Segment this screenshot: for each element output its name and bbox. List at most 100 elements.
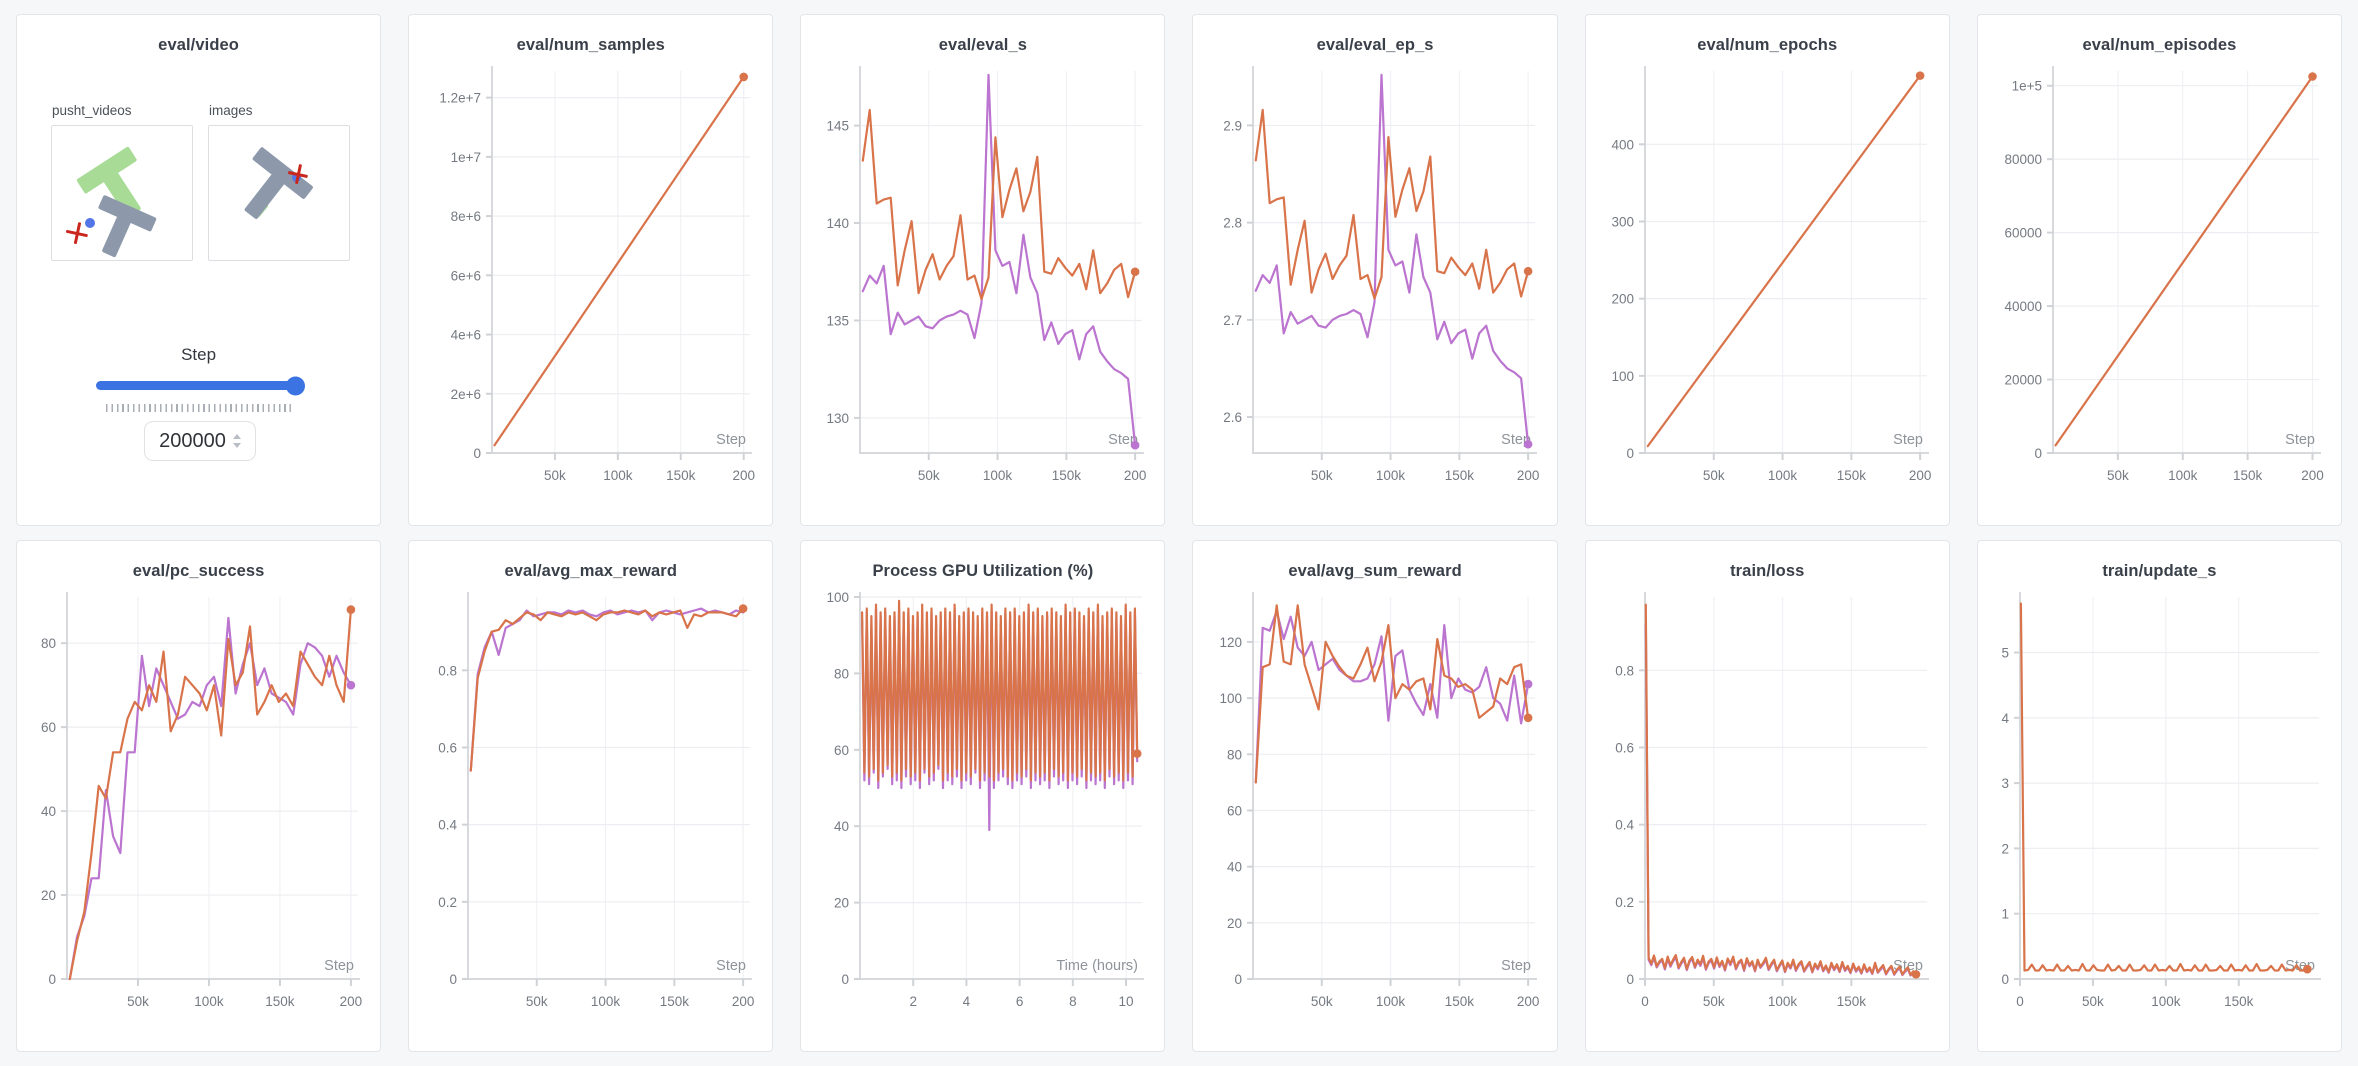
svg-text:150k: 150k	[1052, 468, 1082, 483]
svg-text:0: 0	[49, 972, 57, 987]
svg-text:135: 135	[827, 313, 850, 328]
svg-text:0: 0	[1626, 446, 1634, 461]
panel-eval-num-epochs: eval/num_epochs 0 100 200 300 400 50k 100k 150k…	[1584, 14, 1950, 526]
svg-text:Step: Step	[1109, 432, 1139, 448]
svg-text:60000: 60000	[2004, 226, 2042, 241]
svg-text:50k: 50k	[918, 468, 940, 483]
panel-eval-pc-success: eval/pc_success 0 20 40 60 80 50k 100k 150k 200 S…	[16, 540, 382, 1052]
svg-text:40: 40	[834, 819, 849, 834]
panel-eval-eval-ep-s: eval/eval_ep_s 2.6 2.7 2.8 2.9 50k 100k 150k 20…	[1192, 14, 1558, 526]
panel-process-gpu-utilization: Process GPU Utilization (%) 0 20 40 60 80 100…	[800, 540, 1166, 1052]
svg-text:Time (hours): Time (hours)	[1057, 958, 1139, 974]
step-value: 200000	[159, 429, 226, 452]
svg-text:Step: Step	[1501, 432, 1531, 448]
svg-text:300: 300	[1611, 214, 1634, 229]
svg-text:100k: 100k	[1375, 994, 1405, 1009]
svg-text:20: 20	[41, 888, 56, 903]
svg-text:0: 0	[2001, 972, 2009, 987]
chart-title: eval/avg_sum_reward	[1288, 562, 1462, 580]
chart-canvas-gpu-utilization[interactable]: 0 20 40 60 80 100 2 4 6 8 10 Time (hours)	[811, 583, 1154, 1023]
svg-text:100: 100	[1219, 691, 1242, 706]
svg-text:40000: 40000	[2004, 299, 2042, 314]
svg-text:3: 3	[2001, 776, 2009, 791]
svg-text:60: 60	[1227, 803, 1242, 818]
panel-eval-eval-s: eval/eval_s 130 135 140 145 50k 100k 150k 200 St…	[800, 14, 1166, 526]
step-slider-ticks	[106, 404, 291, 412]
svg-text:150k: 150k	[265, 994, 295, 1009]
svg-text:2.9: 2.9	[1223, 118, 1242, 133]
chart-canvas-eval-avg-max-reward[interactable]: 0 0.2 0.4 0.6 0.8 50k 100k 150k 200 Step	[419, 583, 762, 1023]
pusht-video-thumbnail[interactable]	[51, 125, 193, 261]
svg-text:1.2e+7: 1.2e+7	[440, 91, 482, 106]
svg-text:Step: Step	[716, 958, 746, 974]
svg-text:2: 2	[2001, 841, 2009, 856]
svg-text:50k: 50k	[1703, 994, 1725, 1009]
svg-text:50k: 50k	[1310, 468, 1332, 483]
svg-text:150k: 150k	[2224, 994, 2254, 1009]
svg-text:130: 130	[827, 411, 850, 426]
svg-text:60: 60	[834, 743, 849, 758]
svg-text:150k: 150k	[660, 994, 690, 1009]
svg-text:0.2: 0.2	[1615, 895, 1634, 910]
svg-text:20: 20	[834, 896, 849, 911]
media-label-pusht-videos: pusht_videos	[52, 103, 132, 118]
chart-canvas-eval-num-samples[interactable]: 0 2e+6 4e+6 6e+6 8e+6 1e+7 1.2e+7 50k 100k 150k 20…	[419, 57, 762, 497]
svg-text:400: 400	[1611, 137, 1634, 152]
chart-canvas-eval-num-episodes[interactable]: 0 20000 40000 60000 80000 1e+5 50k 100k 150k 200 S…	[1988, 57, 2331, 497]
chart-canvas-eval-num-epochs[interactable]: 0 100 200 300 400 50k 100k 150k 200 Step	[1596, 57, 1939, 497]
chart-canvas-eval-pc-success[interactable]: 0 20 40 60 80 50k 100k 150k 200 Step	[27, 583, 370, 1023]
svg-text:0: 0	[842, 972, 850, 987]
svg-text:0.4: 0.4	[438, 818, 457, 833]
panel-eval-avg-max-reward: eval/avg_max_reward 0 0.2 0.4 0.6 0.8 50k 100k…	[408, 540, 774, 1052]
panel-eval-num-samples: eval/num_samples 0 2e+6 4e+6 6e+6 8e+6 1e+7 1.…	[408, 14, 774, 526]
agent-dot	[85, 218, 95, 228]
chart-title: eval/num_epochs	[1697, 36, 1838, 54]
svg-text:0: 0	[1641, 994, 1649, 1009]
svg-text:0.2: 0.2	[438, 895, 457, 910]
svg-text:50k: 50k	[2082, 994, 2104, 1009]
svg-text:200: 200	[1516, 468, 1539, 483]
chart-canvas-eval-eval-s[interactable]: 130 135 140 145 50k 100k 150k 200 Step	[811, 57, 1154, 497]
svg-text:0.8: 0.8	[1615, 663, 1634, 678]
step-value-input[interactable]: 200000	[144, 421, 256, 461]
step-slider-thumb[interactable]	[286, 376, 305, 395]
svg-text:Step: Step	[1501, 958, 1531, 974]
svg-text:150k: 150k	[1444, 468, 1474, 483]
svg-text:0: 0	[2034, 446, 2042, 461]
svg-text:1e+7: 1e+7	[451, 150, 481, 165]
chevron-up-icon[interactable]	[232, 434, 241, 439]
panel-train-loss: train/loss 0 0.2 0.4 0.6 0.8 0 50k 100k 150k Step	[1584, 540, 1950, 1052]
svg-text:6e+6: 6e+6	[451, 268, 481, 283]
panel-eval-video: eval/video pusht_videos images	[16, 14, 382, 526]
chevron-down-icon[interactable]	[232, 443, 241, 448]
svg-text:200: 200	[1611, 292, 1634, 307]
svg-text:50k: 50k	[127, 994, 149, 1009]
svg-text:50k: 50k	[1703, 468, 1725, 483]
images-thumbnail[interactable]	[208, 125, 350, 261]
panel-title: eval/video	[158, 36, 239, 54]
svg-text:10: 10	[1119, 994, 1134, 1009]
svg-text:8: 8	[1069, 994, 1077, 1009]
svg-text:150k: 150k	[2233, 468, 2263, 483]
chart-canvas-eval-avg-sum-reward[interactable]: 0 20 40 60 80 100 120 50k 100k 150k 200 Step	[1204, 583, 1547, 1023]
svg-text:100k: 100k	[983, 468, 1013, 483]
svg-text:0.4: 0.4	[1615, 818, 1634, 833]
svg-text:150k: 150k	[1444, 994, 1474, 1009]
chart-canvas-eval-eval-ep-s[interactable]: 2.6 2.7 2.8 2.9 50k 100k 150k 200 Step	[1204, 57, 1547, 497]
panel-train-update-s: train/update_s 0 1 2 3 4 5 0 50k 100k 150k Step	[1976, 540, 2342, 1052]
svg-text:2: 2	[910, 994, 918, 1009]
svg-text:Step: Step	[2285, 432, 2315, 448]
svg-text:100k: 100k	[2168, 468, 2198, 483]
chart-title: eval/eval_s	[938, 36, 1028, 54]
chart-title: train/update_s	[2102, 562, 2217, 580]
chart-title: eval/num_samples	[516, 36, 665, 54]
gray-t-shape	[222, 146, 314, 237]
svg-text:20000: 20000	[2004, 373, 2042, 388]
step-slider[interactable]	[96, 376, 305, 395]
svg-text:2.8: 2.8	[1223, 216, 1242, 231]
step-slider-label: Step	[181, 345, 217, 364]
svg-text:0: 0	[2016, 994, 2024, 1009]
